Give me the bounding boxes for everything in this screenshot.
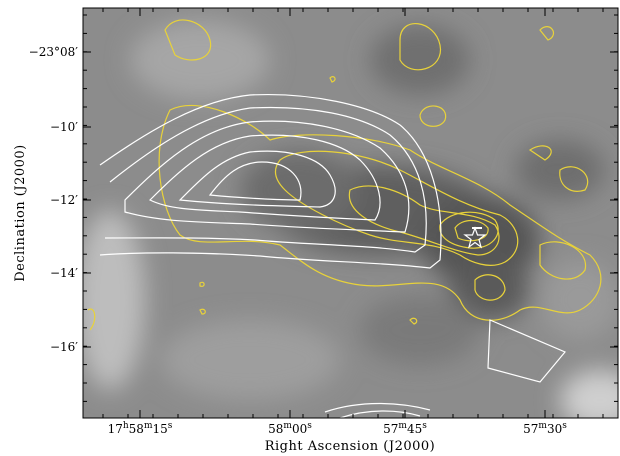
tick-unit: s bbox=[168, 421, 173, 431]
y-axis-label: Declination (J2000) bbox=[13, 144, 28, 282]
x-axis-label: Right Ascension (J2000) bbox=[265, 439, 436, 454]
tick-unit: s bbox=[307, 421, 312, 431]
y-tick-label: −14′ bbox=[50, 266, 78, 280]
y-tick-label: −10′ bbox=[50, 120, 78, 134]
tick-number: 30 bbox=[547, 422, 562, 436]
figure: Right Ascension (J2000) Declination (J20… bbox=[0, 0, 620, 456]
tick-number: 58 bbox=[129, 422, 144, 436]
x-tick-label: 17h58m15s bbox=[108, 421, 173, 436]
tick-unit: s bbox=[562, 421, 567, 431]
y-tick-label: −12′ bbox=[50, 193, 78, 207]
tick-number: 57 bbox=[523, 422, 538, 436]
tick-number: 00 bbox=[292, 422, 307, 436]
tick-number: 17 bbox=[108, 422, 123, 436]
tick-unit: s bbox=[422, 421, 427, 431]
tick-number: 58 bbox=[268, 422, 283, 436]
tick-number: 45 bbox=[407, 422, 422, 436]
y-tick-label: −23°08′ bbox=[29, 45, 79, 59]
tick-number: 15 bbox=[153, 422, 168, 436]
x-tick-label: 57m45s bbox=[383, 421, 427, 436]
sky-image bbox=[75, 8, 620, 430]
x-tick-label: 58m00s bbox=[268, 421, 312, 436]
tick-number: 57 bbox=[383, 422, 398, 436]
y-tick-label: −16′ bbox=[50, 340, 78, 354]
x-tick-label: 57m30s bbox=[523, 421, 567, 436]
